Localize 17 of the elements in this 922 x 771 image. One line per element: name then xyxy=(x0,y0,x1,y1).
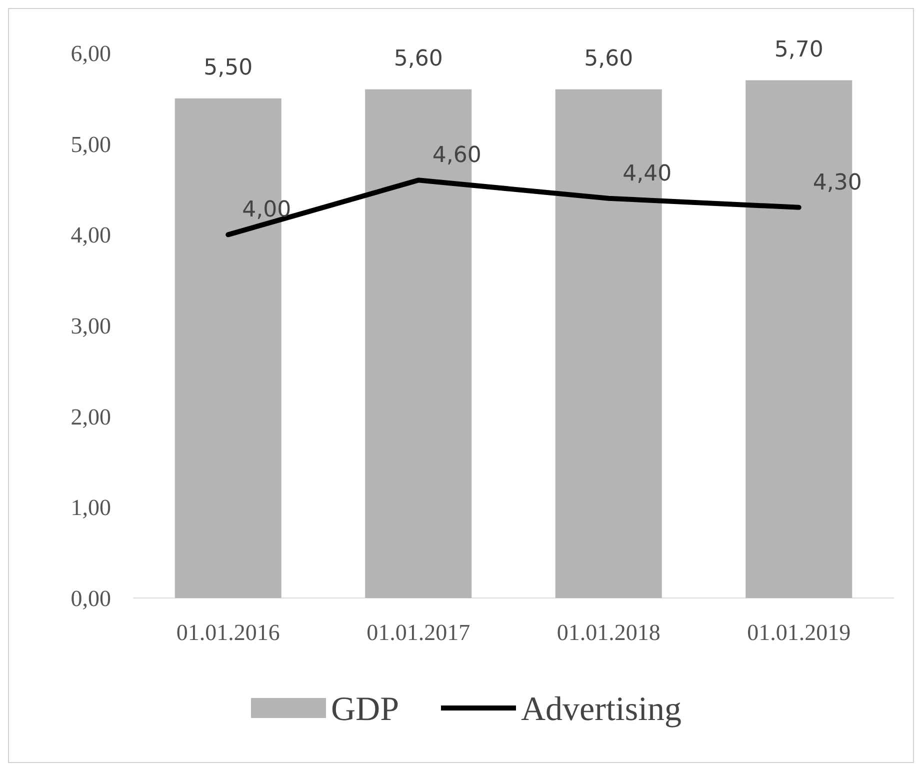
data-label: 5,60 xyxy=(394,46,443,72)
x-tick-label: 01.01.2017 xyxy=(366,620,470,645)
y-tick-label: 0,00 xyxy=(70,586,111,612)
x-tick-label: 01.01.2019 xyxy=(747,620,851,645)
data-label: 5,50 xyxy=(204,55,253,80)
y-tick-label: 2,00 xyxy=(70,404,111,430)
x-tick-label: 01.01.2018 xyxy=(556,620,660,645)
y-tick-label: 4,00 xyxy=(70,222,111,248)
legend-label: GDP xyxy=(331,690,400,728)
data-label: 5,70 xyxy=(774,37,824,62)
y-tick-label: 1,00 xyxy=(70,495,111,520)
y-tick-label: 3,00 xyxy=(70,314,111,339)
x-tick-label: 01.01.2016 xyxy=(176,620,280,645)
legend-label: Advertising xyxy=(521,690,682,728)
data-label: 5,60 xyxy=(584,46,634,72)
y-tick-label: 6,00 xyxy=(70,41,111,66)
y-tick-label: 5,00 xyxy=(70,132,111,157)
